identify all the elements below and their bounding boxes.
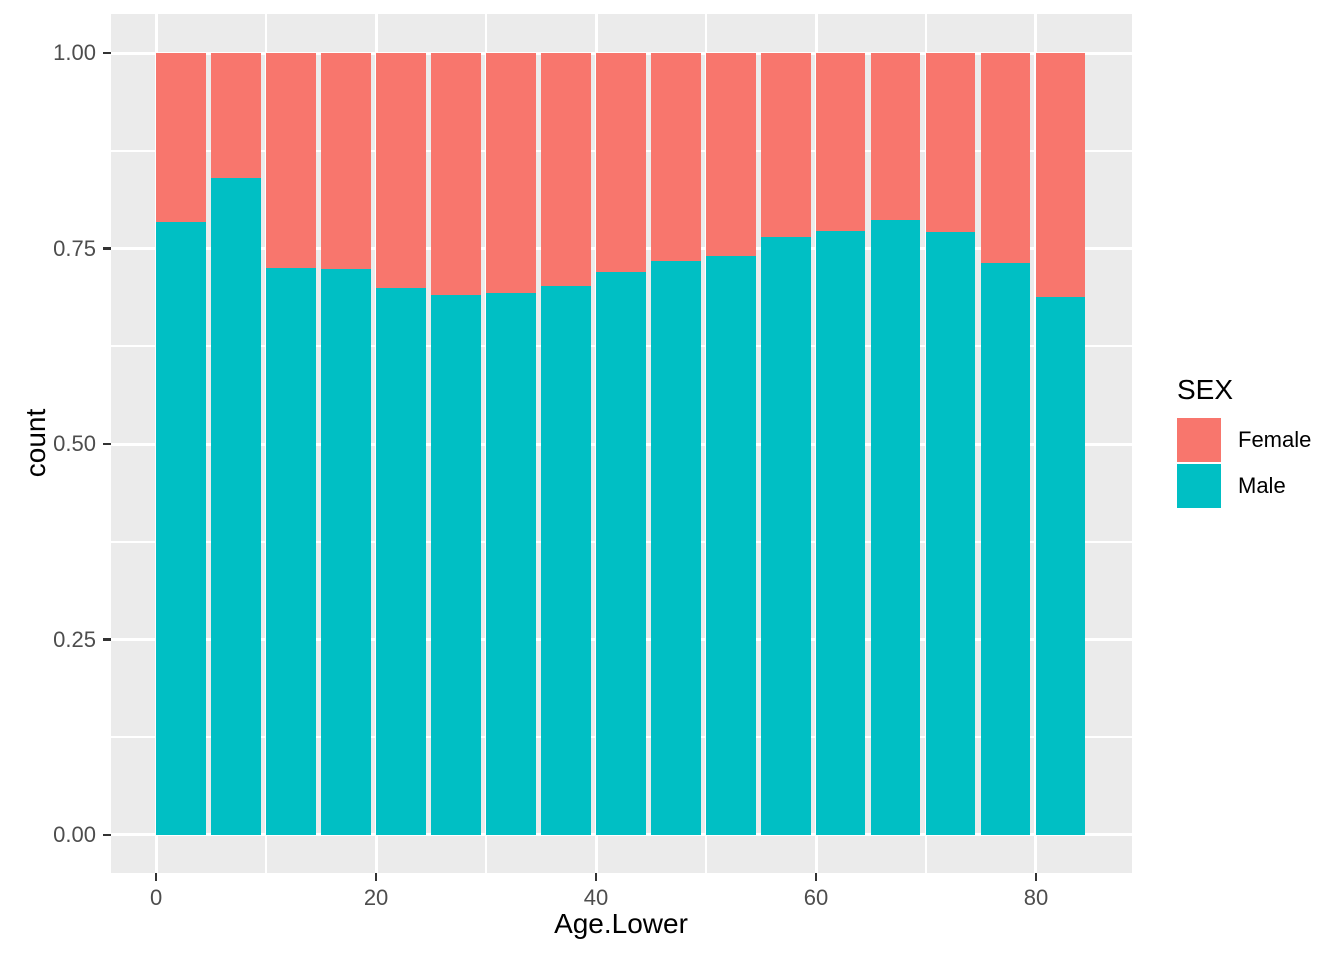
y-tick-mark [103, 833, 111, 837]
bar-segment-female [871, 53, 921, 220]
y-tick-mark [103, 442, 111, 446]
bar-segment-female [980, 53, 1031, 264]
x-tick-mark [374, 873, 378, 881]
x-tick-label: 60 [803, 885, 829, 910]
y-tick-label: 0.25 [53, 626, 96, 652]
bar-segment-male [541, 286, 591, 835]
y-tick-label: 0.50 [53, 431, 96, 456]
bar-segment-male [1035, 296, 1086, 835]
bar-segment-male [651, 261, 701, 835]
legend-label: Male [1238, 473, 1286, 498]
bar-segment-female [816, 53, 866, 231]
bar-segment-female [431, 53, 481, 296]
x-tick-mark [1034, 873, 1038, 881]
bar-segment-female [706, 53, 756, 257]
bar-segment-female [376, 53, 426, 288]
legend-entry-male: Male [1177, 464, 1311, 508]
y-gridline-major [111, 833, 1132, 837]
bar-segment-female [486, 53, 536, 294]
bar-segment-male [156, 221, 206, 835]
y-tick-label: 0.00 [53, 821, 96, 847]
bar-segment-female [321, 53, 371, 269]
bar-segment-male [925, 232, 976, 835]
plot-panel [111, 14, 1132, 873]
bar-segment-male [980, 263, 1031, 835]
legend: SEX Female Male [1177, 374, 1311, 510]
bar-segment-male [596, 271, 646, 835]
bar-segment-female [541, 53, 591, 287]
bar-segment-male [266, 268, 316, 835]
bar-segment-female [156, 53, 206, 222]
y-tick-label: 1.00 [53, 40, 96, 66]
bar-segment-female [211, 53, 261, 179]
x-tick-label: 40 [583, 885, 609, 910]
bar-segment-male [211, 178, 261, 835]
x-axis-title: Age.Lower [554, 908, 688, 939]
x-tick-mark [154, 873, 158, 881]
legend-title: SEX [1177, 374, 1234, 405]
legend-label: Female [1238, 427, 1312, 452]
bar-segment-male [816, 230, 866, 835]
legend-entry-female: Female [1177, 418, 1311, 462]
bar-segment-female [596, 53, 646, 272]
bar-segment-male [486, 293, 536, 835]
y-tick-mark [103, 51, 111, 55]
bar-segment-female [266, 53, 316, 269]
bar-segment-male [871, 219, 921, 835]
x-tick-mark [814, 873, 818, 881]
bar-segment-female [925, 53, 976, 233]
x-tick-label: 80 [1023, 885, 1049, 910]
x-tick-label: 0 [149, 885, 163, 910]
bar-segment-male [706, 256, 756, 835]
y-tick-label: 0.75 [53, 235, 96, 261]
bar-segment-female [1035, 53, 1086, 297]
bar-segment-male [761, 236, 811, 835]
bar-segment-male [431, 295, 481, 835]
legend-entries: Female Male [1177, 418, 1311, 508]
legend-swatch-male [1177, 464, 1221, 508]
x-tick-label: 20 [363, 885, 389, 910]
x-tick-mark [594, 873, 598, 881]
bar-segment-male [321, 268, 371, 835]
legend-swatch-female [1177, 418, 1221, 462]
y-tick-mark [103, 638, 111, 641]
bar-segment-female [651, 53, 701, 262]
bar-segment-male [376, 287, 426, 835]
y-tick-mark [103, 247, 111, 250]
y-axis-title: count [20, 408, 51, 478]
bar-segment-female [761, 53, 811, 237]
